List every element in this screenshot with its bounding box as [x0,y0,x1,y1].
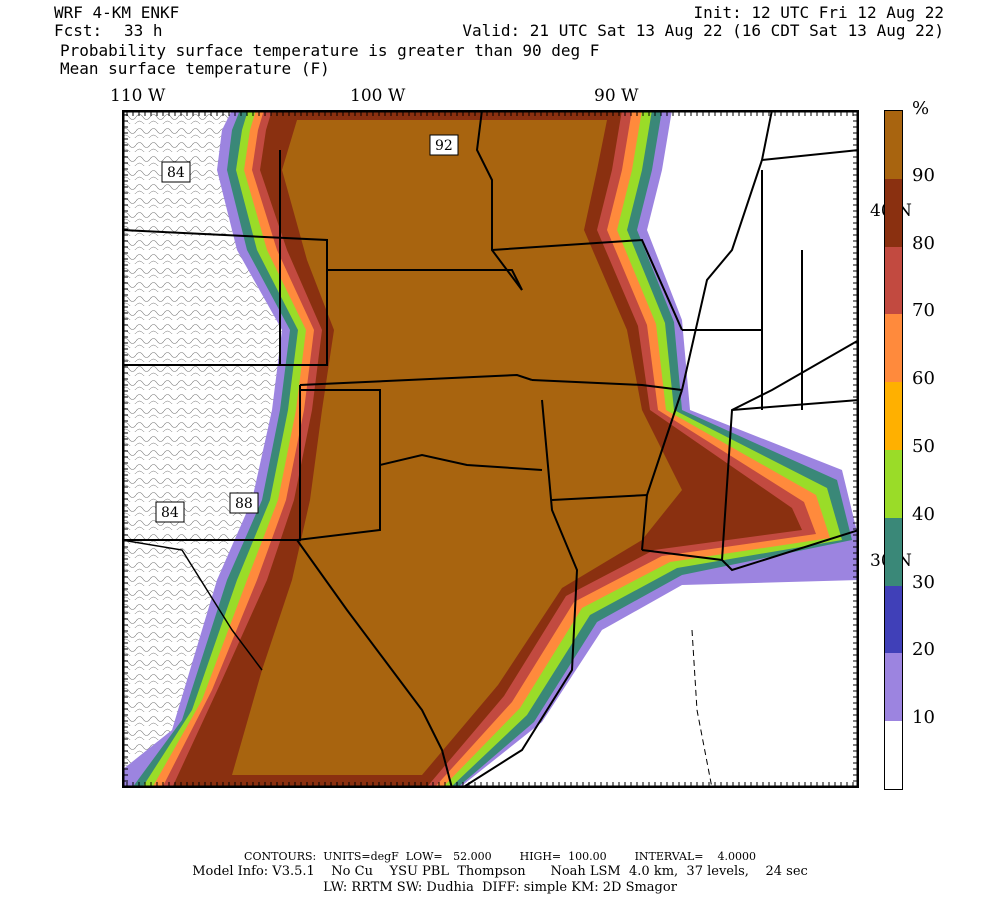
prob-band-100 [232,120,682,775]
colorbar-segment [885,382,902,450]
lon-label-110w: 110 W [110,86,166,106]
contour-label-88: 88 [235,496,253,512]
contour-label-84-south: 84 [161,505,179,521]
forecast-hour: 33 h [124,21,163,40]
colorbar-level-label: 60 [912,368,935,390]
colorbar-level-label: 10 [912,707,935,729]
colorbar-level-label: 90 [912,164,935,186]
colorbar-level-label: 50 [912,436,935,457]
frame-ticks [123,111,858,788]
footer-physics: LW: RRTM SW: Dudhia DIFF: simple KM: 2D … [323,880,677,895]
colorbar-segment [885,314,902,383]
colorbar-segment [885,246,902,315]
colorbar-segment [885,450,902,518]
colorbar-segment [885,585,902,654]
colorbar-segment [885,721,902,789]
model-title: WRF 4-KM ENKF [54,3,180,22]
lon-label-100w: 100 W [350,86,406,106]
contour-label-84-north: 84 [167,165,185,181]
colorbar-level-label: 30 [912,571,935,593]
lon-label-90w: 90 W [594,86,639,106]
contour-labels: 84 92 84 88 [155,134,459,523]
probability-map: 84 92 84 88 [122,110,859,788]
field-title-2: Mean surface temperature (F) [60,59,330,78]
colorbar-segment [885,653,902,722]
gulf-of-mexico [459,588,859,788]
colorbar-level-label: 80 [912,232,935,254]
valid-time: Valid: 21 UTC Sat 13 Aug 22 (16 CDT Sat … [462,21,944,40]
state-borders [122,110,859,788]
footer-contours: CONTOURS: UNITS=degF LOW= 52.000 HIGH= 1… [244,850,756,863]
colorbar-segment [885,517,902,586]
map-frame [122,110,859,788]
contour-label-92: 92 [435,138,453,154]
colorbar-segment [885,111,902,179]
footer-model-info: Model Info: V3.5.1 No Cu YSU PBL Thompso… [192,864,808,879]
init-time: Init: 12 UTC Fri 12 Aug 22 [693,3,944,22]
colorbar-level-label: 40 [912,503,935,525]
colorbar-unit: % [912,98,930,119]
colorbar-level-label: 20 [912,639,935,661]
field-title-1: Probability surface temperature is great… [60,41,600,60]
colorbar-segment [885,178,902,247]
colorbar [884,110,903,790]
colorbar-level-label: 70 [912,300,935,322]
forecast-label: Fcst: [54,21,103,40]
